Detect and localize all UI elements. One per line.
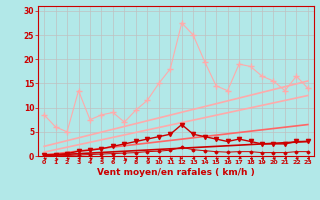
X-axis label: Vent moyen/en rafales ( km/h ): Vent moyen/en rafales ( km/h )	[97, 168, 255, 177]
